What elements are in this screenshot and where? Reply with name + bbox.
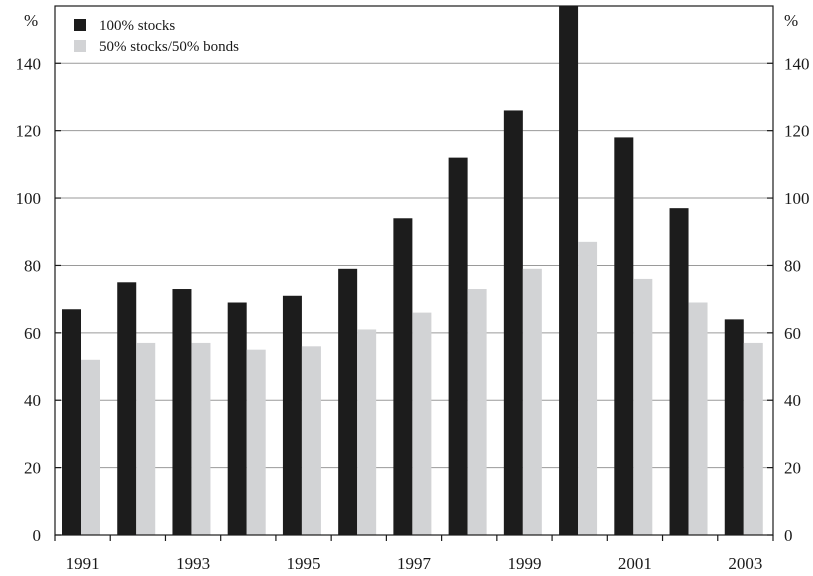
bar-50-50-mix <box>301 346 321 535</box>
legend-label: 50% stocks/50% bonds <box>99 39 239 55</box>
y-tick-label-right: 20 <box>784 459 801 478</box>
y-tick-label-right: 140 <box>784 54 810 73</box>
bar-50-50-mix <box>81 359 100 535</box>
y-tick-label-left: 100 <box>16 189 42 208</box>
x-tick-label: 1995 <box>287 554 321 573</box>
y-tick-label-left: 140 <box>16 54 42 73</box>
y-tick-label-right: 100 <box>784 189 810 208</box>
bar-50-50-mix <box>191 342 211 535</box>
y-tick-label-left: 120 <box>16 122 42 141</box>
y-tick-label-right: 40 <box>784 391 801 410</box>
bar-100pct-stocks <box>448 157 468 535</box>
axes: 0 0 20 20 40 40 60 60 80 80 100 100 120 120 140 140 1991… <box>16 54 810 573</box>
bar-100pct-stocks <box>559 6 579 535</box>
bar-100pct-stocks <box>62 309 81 535</box>
y-tick-label-left: 20 <box>24 459 41 478</box>
bar-50-50-mix <box>743 342 763 535</box>
y-tick-label-left: 60 <box>24 324 41 343</box>
x-tick-label: 1999 <box>507 554 541 573</box>
bar-100pct-stocks <box>172 289 192 535</box>
y-tick-label-left: 80 <box>24 256 41 275</box>
bar-50-50-mix <box>136 342 156 535</box>
bar-100pct-stocks <box>724 319 744 535</box>
bar-50-50-mix <box>578 241 598 536</box>
x-tick-label: 1997 <box>397 554 432 573</box>
bars <box>62 6 763 536</box>
legend-swatch <box>74 19 86 31</box>
y-tick-label-left: 40 <box>24 391 41 410</box>
bar-50-50-mix <box>467 289 487 535</box>
y-axis-unit-right: % <box>784 11 798 30</box>
legend: 100% stocks 50% stocks/50% bonds <box>74 18 239 55</box>
x-tick-label: 2003 <box>728 554 762 573</box>
bar-50-50-mix <box>633 278 653 535</box>
legend-swatch <box>74 40 86 52</box>
bar-50-50-mix <box>357 329 377 535</box>
bar-100pct-stocks <box>117 282 137 535</box>
bar-100pct-stocks <box>338 268 358 535</box>
y-tick-label-right: 60 <box>784 324 801 343</box>
bar-100pct-stocks <box>282 295 302 535</box>
plot-frame <box>54 5 774 536</box>
bar-100pct-stocks <box>614 137 634 535</box>
bar-50-50-mix <box>412 312 432 535</box>
x-tick-label: 1991 <box>66 554 100 573</box>
bar-50-50-mix <box>522 268 542 535</box>
x-tick-label: 2001 <box>618 554 652 573</box>
y-tick-label-right: 80 <box>784 256 801 275</box>
legend-label: 100% stocks <box>99 18 175 34</box>
y-tick-label-right: 120 <box>784 122 810 141</box>
y-tick-label-right: 0 <box>784 526 793 545</box>
bar-100pct-stocks <box>669 208 689 536</box>
bar-100pct-stocks <box>227 302 247 535</box>
bar-50-50-mix <box>688 302 708 535</box>
x-tick-label: 1993 <box>176 554 210 573</box>
y-tick-label-left: 0 <box>33 526 42 545</box>
bar-100pct-stocks <box>503 110 523 535</box>
y-axis-unit-left: % <box>24 11 38 30</box>
bar-50-50-mix <box>246 349 266 535</box>
bar-100pct-stocks <box>393 218 413 536</box>
